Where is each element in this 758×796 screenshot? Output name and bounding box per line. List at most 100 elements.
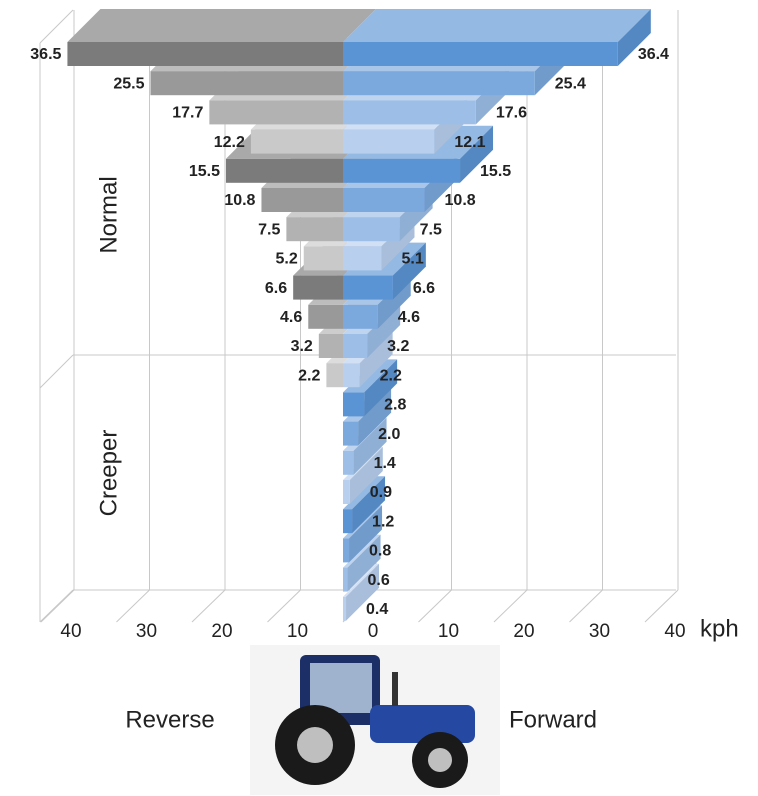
value-label: 12.1 <box>454 134 485 151</box>
group-divider <box>40 355 73 388</box>
series-label: Reverse <box>125 706 214 733</box>
bar-front <box>343 597 346 621</box>
value-label: 2.2 <box>380 367 402 384</box>
floor-line <box>268 590 301 622</box>
x-tick-label: 30 <box>589 621 610 642</box>
value-label: 36.4 <box>638 46 669 63</box>
value-label: 17.6 <box>496 105 527 122</box>
bar-front <box>343 451 354 475</box>
value-label: 1.2 <box>372 513 394 530</box>
bar-front <box>286 217 343 241</box>
bar-front <box>304 246 343 270</box>
x-tick-label: 30 <box>136 621 157 642</box>
bar-front <box>319 334 343 358</box>
value-label: 0.6 <box>368 572 390 589</box>
bar <box>67 9 376 66</box>
bar-front <box>343 188 425 212</box>
bar-front <box>343 509 352 533</box>
value-label: 2.8 <box>384 397 406 414</box>
value-label: 7.5 <box>258 221 280 238</box>
bar-front <box>343 130 434 154</box>
bar-front <box>226 159 343 183</box>
bars <box>67 9 650 621</box>
floor-line <box>419 590 452 622</box>
series-label: Forward <box>509 706 597 733</box>
value-label: 0.9 <box>370 484 392 501</box>
floor-line <box>645 590 678 622</box>
rim <box>297 727 333 763</box>
x-tick-label: 10 <box>287 621 308 642</box>
value-label: 36.5 <box>30 46 61 63</box>
value-label: 3.2 <box>291 338 313 355</box>
x-tick-label: 10 <box>438 621 459 642</box>
bar-front <box>343 422 358 446</box>
bar-front <box>343 71 535 95</box>
bar-front <box>251 130 343 154</box>
value-label: 12.2 <box>214 134 245 151</box>
bar-front <box>343 392 364 416</box>
value-label: 5.2 <box>275 251 297 268</box>
value-label: 25.4 <box>555 75 586 92</box>
axis-label: kph <box>700 615 739 642</box>
floor-line <box>117 590 150 622</box>
value-label: 6.6 <box>265 280 287 297</box>
value-label: 10.8 <box>445 192 476 209</box>
x-tick-label: 0 <box>368 621 379 642</box>
x-tick-label: 20 <box>211 621 232 642</box>
bar-front <box>343 276 393 300</box>
rim <box>428 748 452 772</box>
value-label: 5.1 <box>402 251 424 268</box>
bar-front <box>326 363 343 387</box>
bar-front <box>343 100 476 124</box>
value-label: 10.8 <box>224 192 255 209</box>
value-label: 7.5 <box>420 221 442 238</box>
bar-front <box>343 538 349 562</box>
group-label: Creeper <box>95 430 122 517</box>
bar-front <box>343 334 367 358</box>
value-label: 15.5 <box>480 163 511 180</box>
floor-line <box>192 590 225 622</box>
value-label: 15.5 <box>189 163 220 180</box>
bar-front <box>343 246 382 270</box>
floor-line <box>570 590 603 622</box>
bar-front <box>343 159 460 183</box>
value-label: 1.4 <box>374 455 396 472</box>
wall-edge <box>40 10 73 43</box>
bar-front <box>343 568 348 592</box>
bar-front <box>261 188 343 212</box>
x-tick-label: 40 <box>664 621 685 642</box>
bar-front <box>343 217 400 241</box>
floor-line <box>41 590 74 622</box>
bar-front <box>209 100 343 124</box>
value-label: 0.4 <box>366 601 388 618</box>
bar-top <box>343 9 651 42</box>
x-tick-label: 20 <box>513 621 534 642</box>
bar-front <box>343 480 350 504</box>
value-label: 3.2 <box>387 338 409 355</box>
floor-line <box>494 590 527 622</box>
tractor-illustration <box>250 645 500 795</box>
bar-front <box>343 363 360 387</box>
value-label: 25.5 <box>113 75 144 92</box>
value-label: 17.7 <box>172 105 203 122</box>
floor-edge <box>40 590 73 622</box>
x-tick-label: 40 <box>60 621 81 642</box>
bar-top <box>67 9 376 42</box>
hood <box>370 705 475 743</box>
bar <box>343 9 651 66</box>
exhaust <box>392 672 398 706</box>
value-label: 6.6 <box>413 280 435 297</box>
bar-front <box>150 71 343 95</box>
bar-front <box>308 305 343 329</box>
bar-front <box>67 42 343 66</box>
bar-front <box>343 305 378 329</box>
value-label: 4.6 <box>280 309 302 326</box>
value-label: 0.8 <box>369 543 391 560</box>
group-label: Normal <box>95 176 122 253</box>
value-label: 2.2 <box>298 367 320 384</box>
bar-front <box>293 276 343 300</box>
chart: Normal Creeper kph Reverse Forward 0 10 10… <box>0 0 758 796</box>
value-label: 4.6 <box>398 309 420 326</box>
bar-front <box>343 42 618 66</box>
value-label: 2.0 <box>378 426 400 443</box>
